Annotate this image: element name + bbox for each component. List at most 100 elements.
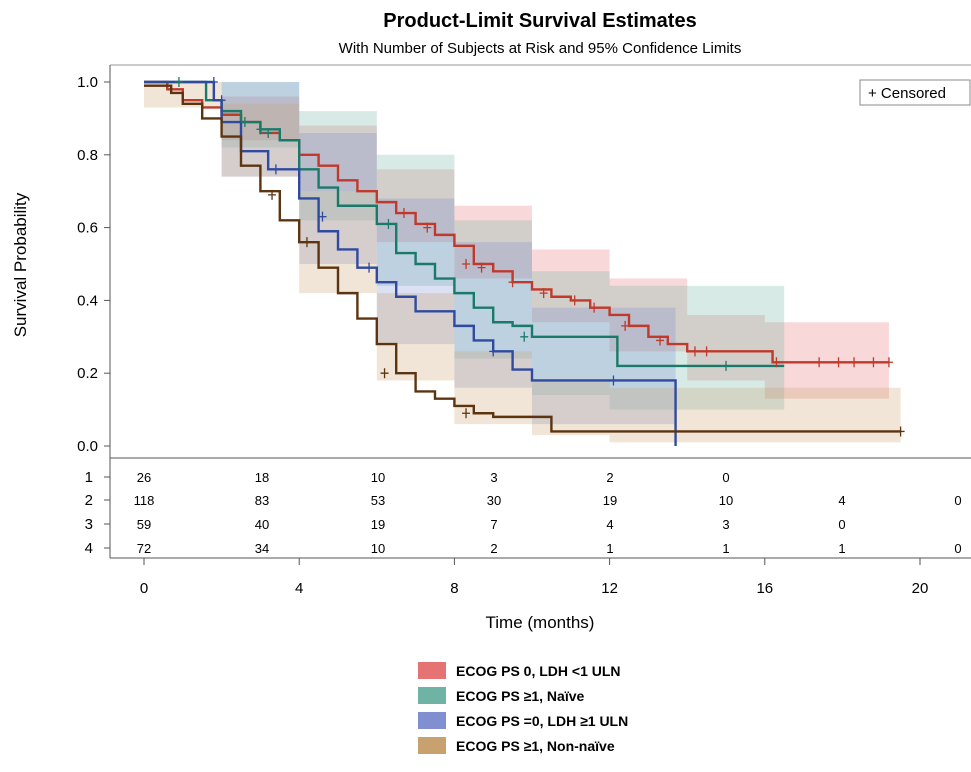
risk-count: 83 xyxy=(255,493,269,508)
censored-legend: + Censored xyxy=(859,79,971,106)
y-axis-ticks: 0.0 0.2 0.4 0.6 0.8 1.0 xyxy=(77,74,110,455)
x-tick-label: 20 xyxy=(912,580,929,597)
risk-count: 72 xyxy=(137,541,151,556)
risk-count: 4 xyxy=(838,493,845,508)
censor-mark xyxy=(702,346,711,357)
risk-count: 34 xyxy=(255,541,269,556)
risk-count: 0 xyxy=(954,541,961,556)
censored-legend-box xyxy=(859,79,971,106)
censor-markers xyxy=(174,77,905,437)
y-tick-label: 0.8 xyxy=(77,147,98,164)
risk-count: 4 xyxy=(606,517,613,532)
censor-mark xyxy=(256,124,265,135)
confidence-bands xyxy=(144,82,901,443)
y-tick-label: 0.2 xyxy=(77,365,98,382)
risk-count: 7 xyxy=(490,517,497,532)
confidence-band xyxy=(144,82,785,421)
censor-mark xyxy=(539,288,548,299)
risk-count: 3 xyxy=(490,470,497,485)
censor-mark xyxy=(318,211,327,222)
risk-count: 19 xyxy=(371,517,385,532)
risk-count: 18 xyxy=(255,470,269,485)
censor-mark xyxy=(209,77,218,87)
x-tick-label: 12 xyxy=(601,580,618,597)
risk-count: 30 xyxy=(487,493,501,508)
censor-mark xyxy=(240,117,249,128)
legend-swatch xyxy=(418,687,446,704)
censor-mark xyxy=(590,302,599,313)
legend-label: ECOG PS =0, LDH ≥1 ULN xyxy=(456,713,628,729)
censor-mark xyxy=(365,262,374,273)
chart-subtitle: With Number of Subjects at Risk and 95% … xyxy=(339,40,742,57)
censor-mark xyxy=(850,357,859,368)
risk-row-label: 1 xyxy=(85,469,93,486)
group-legend: ECOG PS 0, LDH <1 ULN ECOG PS ≥1, Naïve EC… xyxy=(418,662,628,754)
risk-count: 26 xyxy=(137,470,151,485)
censor-mark xyxy=(399,208,408,219)
legend-label: ECOG PS ≥1, Non-naïve xyxy=(456,738,615,754)
censor-mark xyxy=(520,331,529,342)
censor-mark xyxy=(174,77,183,87)
y-axis-label: Survival Probability xyxy=(11,192,30,337)
survival-curve xyxy=(144,84,901,433)
censor-mark xyxy=(380,368,389,379)
risk-count: 59 xyxy=(137,517,151,532)
at-risk-table: 2 118 83 53 30 19 10 4 01 26 18 10 3 2 03 59 40 19 7 4 3 04 72… xyxy=(85,469,962,557)
risk-count: 10 xyxy=(371,470,385,485)
censor-mark xyxy=(884,357,893,368)
y-tick-label: 1.0 xyxy=(77,74,98,91)
risk-row-label: 2 xyxy=(85,492,93,509)
censor-mark xyxy=(462,408,471,419)
censor-mark xyxy=(268,189,277,200)
risk-count: 1 xyxy=(722,541,729,556)
risk-count: 10 xyxy=(719,493,733,508)
risk-count: 19 xyxy=(603,493,617,508)
x-axis-label: Time (months) xyxy=(486,613,595,632)
censor-mark xyxy=(815,357,824,368)
legend-swatch xyxy=(418,662,446,679)
censor-mark xyxy=(570,295,579,306)
censor-mark xyxy=(834,357,843,368)
risk-row-label: 4 xyxy=(85,540,93,557)
y-tick-label: 0.0 xyxy=(77,438,98,455)
censor-mark xyxy=(656,335,665,346)
censor-mark xyxy=(462,259,471,269)
legend-label: ECOG PS 0, LDH <1 ULN xyxy=(456,663,621,679)
censor-mark xyxy=(489,346,498,357)
y-tick-label: 0.4 xyxy=(77,292,98,309)
censor-mark xyxy=(423,222,432,233)
risk-count: 2 xyxy=(606,470,613,485)
censor-mark xyxy=(772,357,781,368)
censor-mark xyxy=(609,375,618,386)
risk-row-label: 3 xyxy=(85,516,93,533)
x-axis-ticks: 0 4 8 12 16 20 xyxy=(140,558,929,597)
censor-mark xyxy=(508,277,517,288)
censor-mark xyxy=(217,95,226,106)
legend-swatch xyxy=(418,737,446,754)
censored-legend-label: + Censored xyxy=(868,85,946,102)
risk-count: 0 xyxy=(954,493,961,508)
risk-count: 1 xyxy=(838,541,845,556)
risk-count: 3 xyxy=(722,517,729,532)
risk-count: 2 xyxy=(490,541,497,556)
censor-mark xyxy=(722,360,730,371)
risk-count: 1 xyxy=(606,541,613,556)
censor-mark xyxy=(271,164,280,175)
risk-count: 40 xyxy=(255,517,269,532)
censor-mark xyxy=(869,357,878,368)
risk-count: 53 xyxy=(371,493,385,508)
x-tick-label: 4 xyxy=(295,580,303,597)
risk-count: 118 xyxy=(134,493,155,508)
risk-count: 0 xyxy=(722,470,729,485)
risk-count: 10 xyxy=(371,541,385,556)
censor-mark xyxy=(690,346,699,357)
censor-mark xyxy=(384,218,393,229)
chart-title: Product-Limit Survival Estimates xyxy=(383,10,696,32)
censor-mark xyxy=(896,426,905,437)
risk-count: 0 xyxy=(838,517,845,532)
x-tick-label: 16 xyxy=(756,580,773,597)
legend-label: ECOG PS ≥1, Naïve xyxy=(456,688,585,704)
censor-mark xyxy=(264,127,273,138)
legend-swatch xyxy=(418,712,446,729)
censor-mark xyxy=(302,237,311,248)
